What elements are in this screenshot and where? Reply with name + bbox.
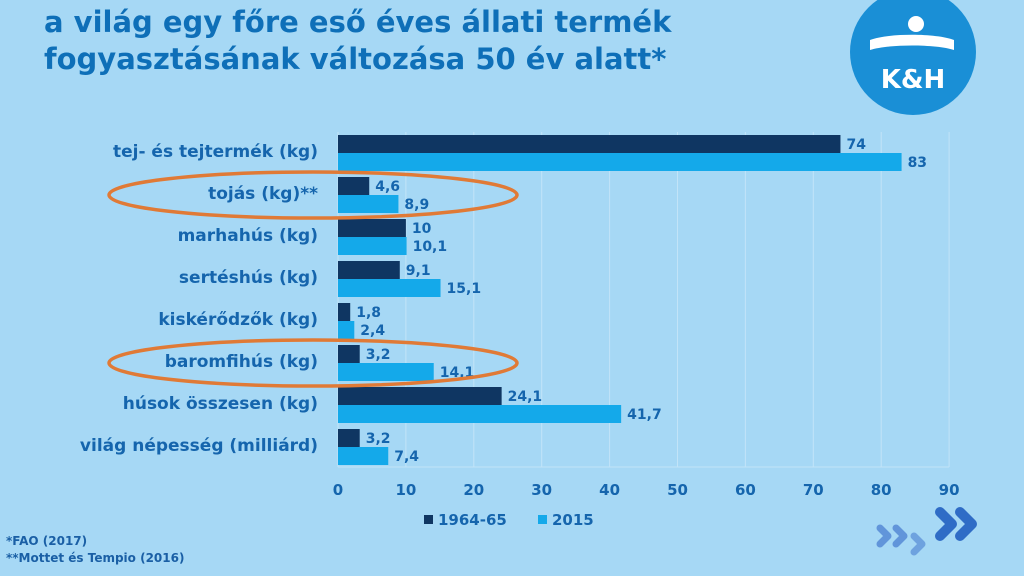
bar-2015 bbox=[338, 363, 434, 381]
footnotes: *FAO (2017) **Mottet és Tempio (2016) bbox=[6, 533, 184, 567]
bar-1964 bbox=[338, 261, 400, 279]
bar-1964 bbox=[338, 303, 351, 321]
data-label: 15,1 bbox=[447, 281, 482, 297]
data-label: 1,8 bbox=[356, 305, 381, 321]
logo-figure-icon bbox=[870, 16, 954, 50]
data-label: 3,2 bbox=[366, 347, 391, 363]
bar-2015 bbox=[338, 153, 902, 171]
data-label: 2,4 bbox=[360, 323, 385, 339]
logo-text: K&H bbox=[881, 65, 946, 95]
x-tick-label: 60 bbox=[735, 481, 756, 499]
x-tick-label: 20 bbox=[463, 481, 484, 499]
x-tick-label: 0 bbox=[333, 481, 343, 499]
legend-swatch-2015 bbox=[538, 515, 547, 524]
bar-2015 bbox=[338, 321, 355, 339]
data-label: 10 bbox=[412, 221, 432, 237]
title-line-2: fogyasztásának változása 50 év alatt* bbox=[44, 42, 667, 76]
legend-label: 2015 bbox=[552, 511, 594, 529]
bar-2015 bbox=[338, 405, 622, 423]
bar-1964 bbox=[338, 345, 360, 363]
data-label: 4,6 bbox=[375, 179, 400, 195]
data-label: 8,9 bbox=[404, 197, 429, 213]
category-label: kiskérődzők (kg) bbox=[158, 310, 318, 330]
highlight-ellipse bbox=[107, 170, 519, 220]
bar-1964 bbox=[338, 387, 502, 405]
legend-label: 1964-65 bbox=[438, 511, 507, 529]
bar-2015 bbox=[338, 237, 407, 255]
category-label: baromfihús (kg) bbox=[165, 352, 318, 372]
legend-swatch-1964 bbox=[424, 515, 433, 524]
next-chevrons-icon[interactable] bbox=[876, 506, 986, 556]
category-label: sertéshús (kg) bbox=[179, 268, 318, 288]
bar-1964 bbox=[338, 219, 406, 237]
data-label: 41,7 bbox=[627, 407, 662, 423]
bar-1964 bbox=[338, 135, 841, 153]
x-tick-label: 70 bbox=[803, 481, 824, 499]
bar-1964 bbox=[338, 429, 360, 447]
kh-logo: K&H bbox=[850, 0, 976, 115]
title-line-1: a világ egy főre eső éves állati termék bbox=[44, 5, 672, 39]
x-tick-label: 30 bbox=[531, 481, 552, 499]
data-label: 3,2 bbox=[366, 431, 391, 447]
category-label: tej- és tejtermék (kg) bbox=[113, 142, 318, 162]
x-tick-label: 10 bbox=[395, 481, 416, 499]
data-label: 7,4 bbox=[394, 449, 419, 465]
category-label: tojás (kg)** bbox=[208, 184, 318, 204]
data-label: 9,1 bbox=[406, 263, 431, 279]
footnote-fao: *FAO (2017) bbox=[6, 534, 88, 548]
data-label: 10,1 bbox=[413, 239, 448, 255]
x-tick-label: 50 bbox=[667, 481, 688, 499]
highlight-ellipse bbox=[107, 338, 519, 388]
x-tick-label: 80 bbox=[871, 481, 892, 499]
category-label: világ népesség (milliárd) bbox=[80, 436, 318, 456]
x-tick-label: 90 bbox=[939, 481, 960, 499]
footnote-mottet: **Mottet és Tempio (2016) bbox=[6, 551, 185, 565]
logo-circle bbox=[850, 0, 976, 115]
data-label: 83 bbox=[908, 155, 927, 171]
bar-2015 bbox=[338, 195, 399, 213]
bar-2015 bbox=[338, 279, 441, 297]
data-label: 74 bbox=[846, 137, 866, 153]
category-label: marhahús (kg) bbox=[178, 226, 318, 246]
bar-2015 bbox=[338, 447, 389, 465]
data-label: 24,1 bbox=[508, 389, 543, 405]
category-label: húsok összesen (kg) bbox=[123, 394, 318, 414]
page-title: a világ egy főre eső éves állati termék … bbox=[44, 4, 671, 78]
x-tick-label: 40 bbox=[599, 481, 620, 499]
bar-1964 bbox=[338, 177, 370, 195]
